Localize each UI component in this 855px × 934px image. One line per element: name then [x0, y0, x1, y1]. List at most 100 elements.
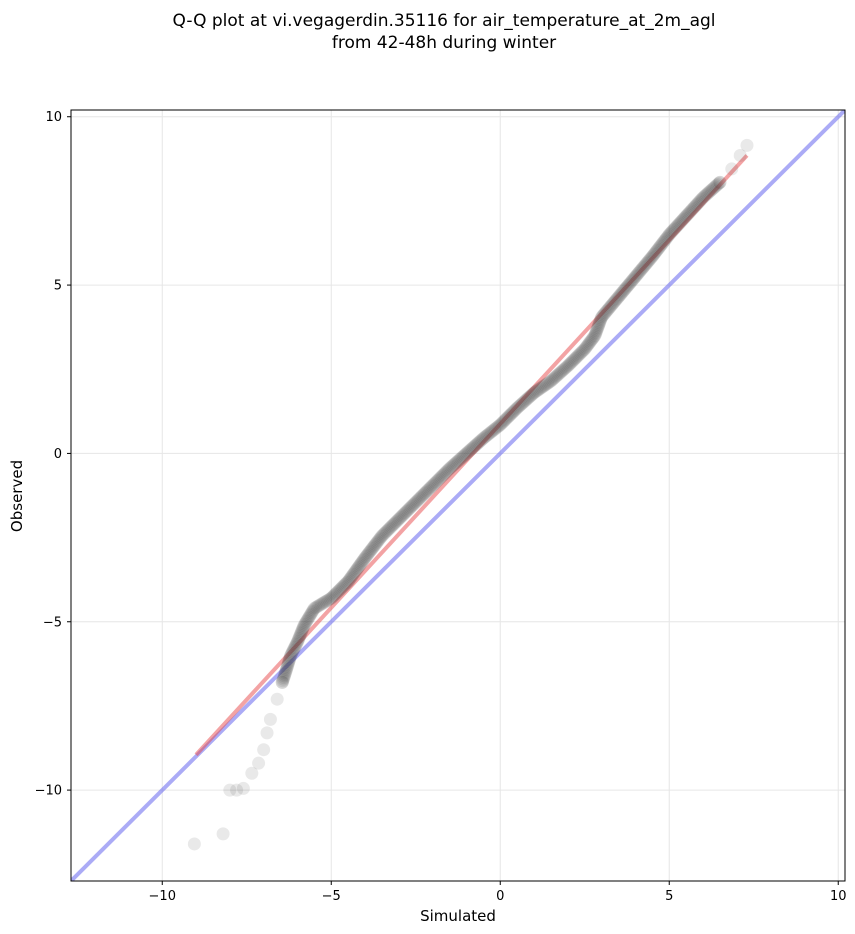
data-point: [431, 473, 445, 487]
data-point: [295, 624, 309, 638]
data-point: [568, 352, 582, 366]
data-point: [531, 383, 545, 397]
data-point: [538, 378, 552, 392]
data-point: [593, 314, 607, 328]
data-point: [371, 534, 385, 548]
data-point: [468, 439, 482, 453]
data-point: [287, 642, 301, 656]
data-point: [599, 304, 613, 318]
data-point: [548, 370, 562, 384]
data-point: [279, 664, 293, 678]
data-point: [346, 567, 360, 581]
data-point: [461, 445, 475, 459]
data-point: [359, 550, 373, 564]
data-point: [419, 485, 433, 499]
data-point: [705, 182, 719, 196]
data-point: [473, 434, 487, 448]
data-point: [503, 408, 517, 422]
data-point: [725, 162, 739, 176]
data-point: [276, 674, 290, 688]
data-point: [653, 239, 667, 253]
data-point: [417, 487, 431, 501]
data-point: [547, 371, 561, 385]
data-point: [283, 651, 297, 665]
data-point: [625, 273, 639, 287]
data-point: [289, 637, 303, 651]
data-point: [293, 628, 307, 642]
data-point: [434, 470, 448, 484]
data-point: [604, 299, 618, 313]
data-point: [296, 622, 310, 636]
data-point: [626, 272, 640, 286]
data-point: [669, 220, 683, 234]
data-point: [677, 211, 691, 225]
data-point: [322, 593, 336, 607]
data-point: [562, 357, 576, 371]
data-point: [666, 224, 680, 238]
data-point: [320, 594, 334, 608]
data-point: [299, 614, 313, 628]
data-point: [530, 384, 544, 398]
data-point: [638, 258, 652, 272]
data-point: [383, 521, 397, 535]
data-point: [697, 190, 711, 204]
points: [187, 138, 754, 851]
data-point: [670, 219, 684, 233]
data-point: [339, 577, 353, 591]
data-point: [668, 221, 682, 235]
data-point: [651, 242, 665, 256]
data-point: [300, 613, 314, 627]
data-point: [331, 585, 345, 599]
data-point: [648, 246, 662, 260]
data-point: [423, 481, 437, 495]
data-point: [733, 148, 747, 162]
data-point: [519, 393, 533, 407]
data-point: [337, 579, 351, 593]
data-point: [427, 477, 441, 491]
data-point: [282, 654, 296, 668]
data-point: [594, 313, 608, 327]
data-point: [288, 641, 302, 655]
data-point: [534, 381, 548, 395]
x-tick-label: −10: [149, 889, 176, 904]
data-point: [517, 395, 531, 409]
data-point: [284, 648, 298, 662]
data-point: [286, 644, 300, 658]
data-point: [307, 601, 321, 615]
data-point: [580, 339, 594, 353]
data-point: [582, 337, 596, 351]
data-point: [310, 600, 324, 614]
data-point: [357, 552, 371, 566]
data-point: [578, 342, 592, 356]
chart-title-line-1: Q-Q plot at vi.vegagerdin.35116 for air_…: [172, 11, 715, 31]
data-point: [713, 175, 727, 189]
data-point: [438, 466, 452, 480]
data-point: [501, 410, 515, 424]
data-point: [409, 495, 423, 509]
data-point: [633, 264, 647, 278]
data-point: [285, 645, 299, 659]
data-point: [523, 389, 537, 403]
data-point: [341, 574, 355, 588]
data-point: [541, 376, 555, 390]
data-point: [556, 363, 570, 377]
data-point: [316, 596, 330, 610]
data-point: [440, 464, 454, 478]
data-point: [297, 619, 311, 633]
data-point: [486, 424, 500, 438]
data-point: [327, 589, 341, 603]
data-point: [617, 284, 631, 298]
data-point: [294, 625, 308, 639]
data-point: [587, 330, 601, 344]
data-point: [607, 295, 621, 309]
data-point: [535, 380, 549, 394]
data-point: [518, 394, 532, 408]
data-point: [397, 507, 411, 521]
data-point: [615, 286, 629, 300]
data-point: [567, 353, 581, 367]
data-point: [369, 536, 383, 550]
data-point: [469, 438, 483, 452]
data-point: [506, 405, 520, 419]
data-point: [455, 450, 469, 464]
data-point: [352, 559, 366, 573]
